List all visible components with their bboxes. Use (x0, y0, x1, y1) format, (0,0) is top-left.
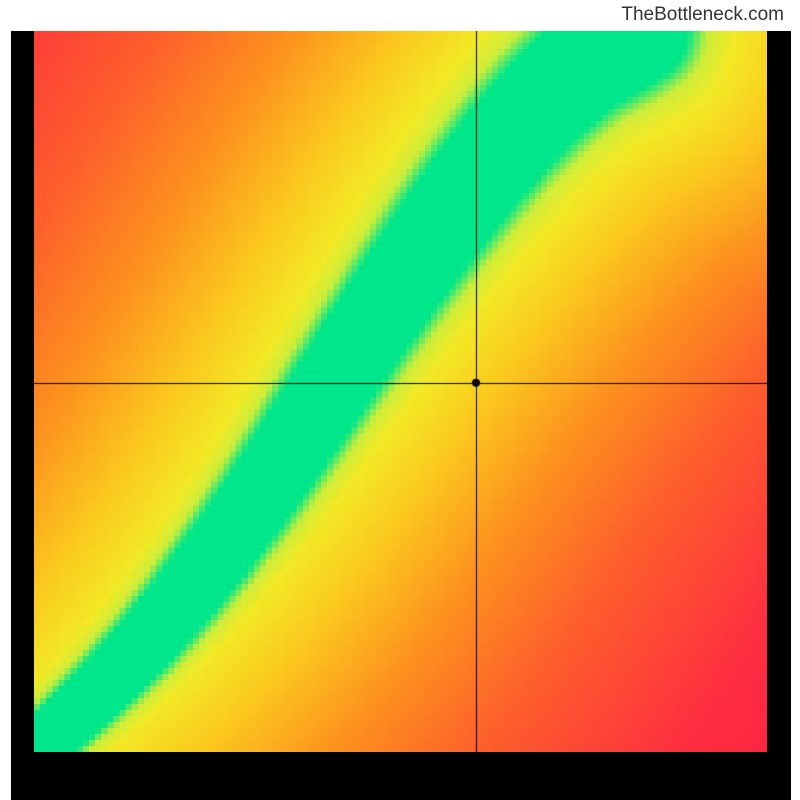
attribution-text: TheBottleneck.com (621, 4, 784, 26)
crosshair-overlay (34, 31, 767, 752)
